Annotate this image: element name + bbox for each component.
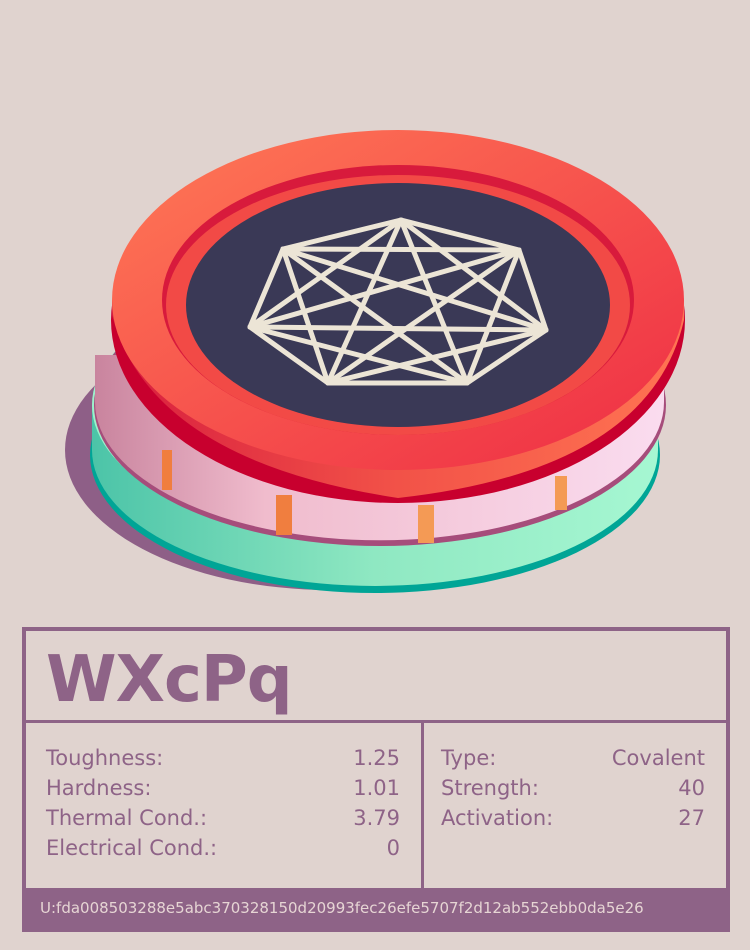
symbol-edge [398, 217, 522, 253]
stat-value: Covalent [611, 746, 705, 770]
stat-label: Activation: [441, 806, 554, 830]
stat-value: 1.25 [353, 746, 400, 770]
symbol-edge [247, 324, 470, 386]
stat-row: Hardness: 1.01 [46, 773, 400, 803]
divider [421, 723, 424, 888]
stat-label: Thermal Cond.: [46, 806, 208, 830]
symbol-edge [280, 217, 404, 252]
material-name: WXcPq [46, 643, 293, 717]
top-disk [111, 130, 685, 503]
stat-row: Strength: 40 [441, 773, 705, 803]
info-card: WXcPq Toughness: 1.25 Hardness: 1.01 Therm… [22, 627, 730, 932]
stat-value: 40 [678, 776, 705, 800]
uid-footer: U:fda008503288e5abc370328150d20993fec26e… [26, 888, 726, 928]
stat-label: Strength: [441, 776, 539, 800]
stat-row: Type: Covalent [441, 743, 705, 773]
disk-stack-illustration [65, 130, 685, 593]
symbol-edge [280, 246, 522, 253]
symbol-edge [280, 246, 470, 386]
stat-label: Hardness: [46, 776, 152, 800]
properties-left: Toughness: 1.25 Hardness: 1.01 Thermal Con… [46, 743, 400, 863]
symbol-edge [247, 247, 522, 330]
stat-row: Toughness: 1.25 [46, 743, 400, 773]
symbol-edge [398, 217, 549, 333]
symbol-edge [516, 247, 549, 333]
heptagram-symbol [247, 217, 549, 386]
symbol-edge [464, 247, 522, 386]
stat-label: Toughness: [46, 746, 164, 770]
stat-label: Type: [441, 746, 497, 770]
stat-value: 27 [678, 806, 705, 830]
symbol-edge [280, 246, 331, 386]
stat-row: Thermal Cond.: 3.79 [46, 803, 400, 833]
stat-value: 1.01 [353, 776, 400, 800]
stat-value: 3.79 [353, 806, 400, 830]
symbol-edge [325, 247, 522, 386]
symbol-edge [464, 327, 549, 386]
stat-row: Electrical Cond.: 0 [46, 833, 400, 863]
symbol-edge [247, 324, 331, 386]
divider [26, 720, 726, 723]
symbol-edge [325, 327, 549, 386]
stat-label: Electrical Cond.: [46, 836, 218, 860]
symbol-edge [247, 246, 286, 330]
symbol-edge [247, 217, 404, 330]
properties-right: Type: Covalent Strength: 40 Activation: 27 [441, 743, 705, 833]
symbol-edge [247, 324, 549, 333]
stat-value: 0 [386, 836, 400, 860]
stat-row: Activation: 27 [441, 803, 705, 833]
symbol-edge [280, 246, 549, 333]
